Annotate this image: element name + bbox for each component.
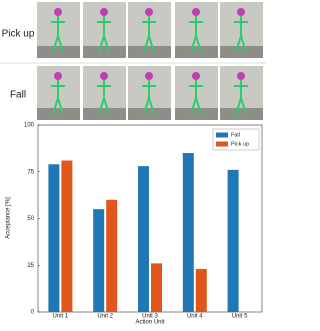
pose-skeleton	[51, 16, 65, 53]
legend-swatch	[216, 141, 228, 147]
pose-skeleton	[97, 16, 111, 53]
y-tick-label: 75	[27, 169, 34, 175]
y-tick-label: 50	[27, 216, 34, 222]
pose-head	[237, 8, 245, 16]
pose-head	[145, 72, 153, 80]
pose-skeleton	[234, 16, 248, 53]
pose-skeleton	[142, 80, 156, 115]
photo-grid	[37, 2, 263, 120]
photo-floor	[128, 46, 171, 58]
y-tick-label: 0	[31, 310, 35, 316]
photo-floor	[83, 108, 126, 120]
pose-head	[100, 8, 108, 16]
bar	[227, 169, 239, 312]
bar	[138, 166, 149, 312]
y-axis-label: Acceptance [%]	[6, 197, 12, 239]
x-tick-label: Unit 2	[97, 314, 113, 320]
x-tick-label: Unit 1	[53, 314, 69, 320]
row-label: Pick up	[2, 29, 35, 40]
pose-head	[100, 72, 108, 80]
pose-head	[192, 72, 200, 80]
legend-label: Pick up	[231, 141, 249, 147]
x-tick-label: Unit 5	[232, 314, 248, 320]
bar	[106, 199, 118, 312]
photo-floor	[83, 46, 126, 58]
photo-floor	[128, 108, 171, 120]
bar	[195, 268, 207, 312]
legend-label: Fall	[231, 132, 240, 138]
bar	[182, 153, 194, 312]
pose-skeleton	[97, 80, 111, 115]
bar	[151, 263, 162, 312]
pose-skeleton	[234, 80, 248, 115]
photo-floor	[37, 46, 80, 58]
pose-head	[54, 8, 62, 16]
pose-head	[54, 72, 62, 80]
x-tick-label: Unit 3	[142, 314, 158, 320]
figure: Pick up Fall Acceptance [%] Action Unit …	[0, 2, 266, 326]
photo-floor	[220, 46, 263, 58]
bar	[93, 209, 105, 312]
photo-floor	[175, 46, 218, 58]
pose-head	[237, 72, 245, 80]
y-tick-label: 25	[27, 263, 34, 269]
photo-floor	[220, 108, 263, 120]
pose-skeleton	[51, 80, 65, 115]
pose-skeleton	[189, 80, 203, 115]
bar	[61, 160, 73, 312]
x-axis-label: Action Unit	[135, 320, 164, 326]
pose-head	[192, 8, 200, 16]
x-tick-label: Unit 4	[187, 314, 203, 320]
row-label: Fall	[10, 90, 26, 101]
legend-swatch	[216, 132, 228, 138]
bar	[48, 164, 60, 312]
y-tick-label: 100	[24, 123, 35, 129]
photo-floor	[37, 108, 80, 120]
photo-floor	[175, 108, 218, 120]
pose-skeleton	[189, 16, 203, 53]
pose-head	[145, 8, 153, 16]
pose-skeleton	[142, 16, 156, 53]
